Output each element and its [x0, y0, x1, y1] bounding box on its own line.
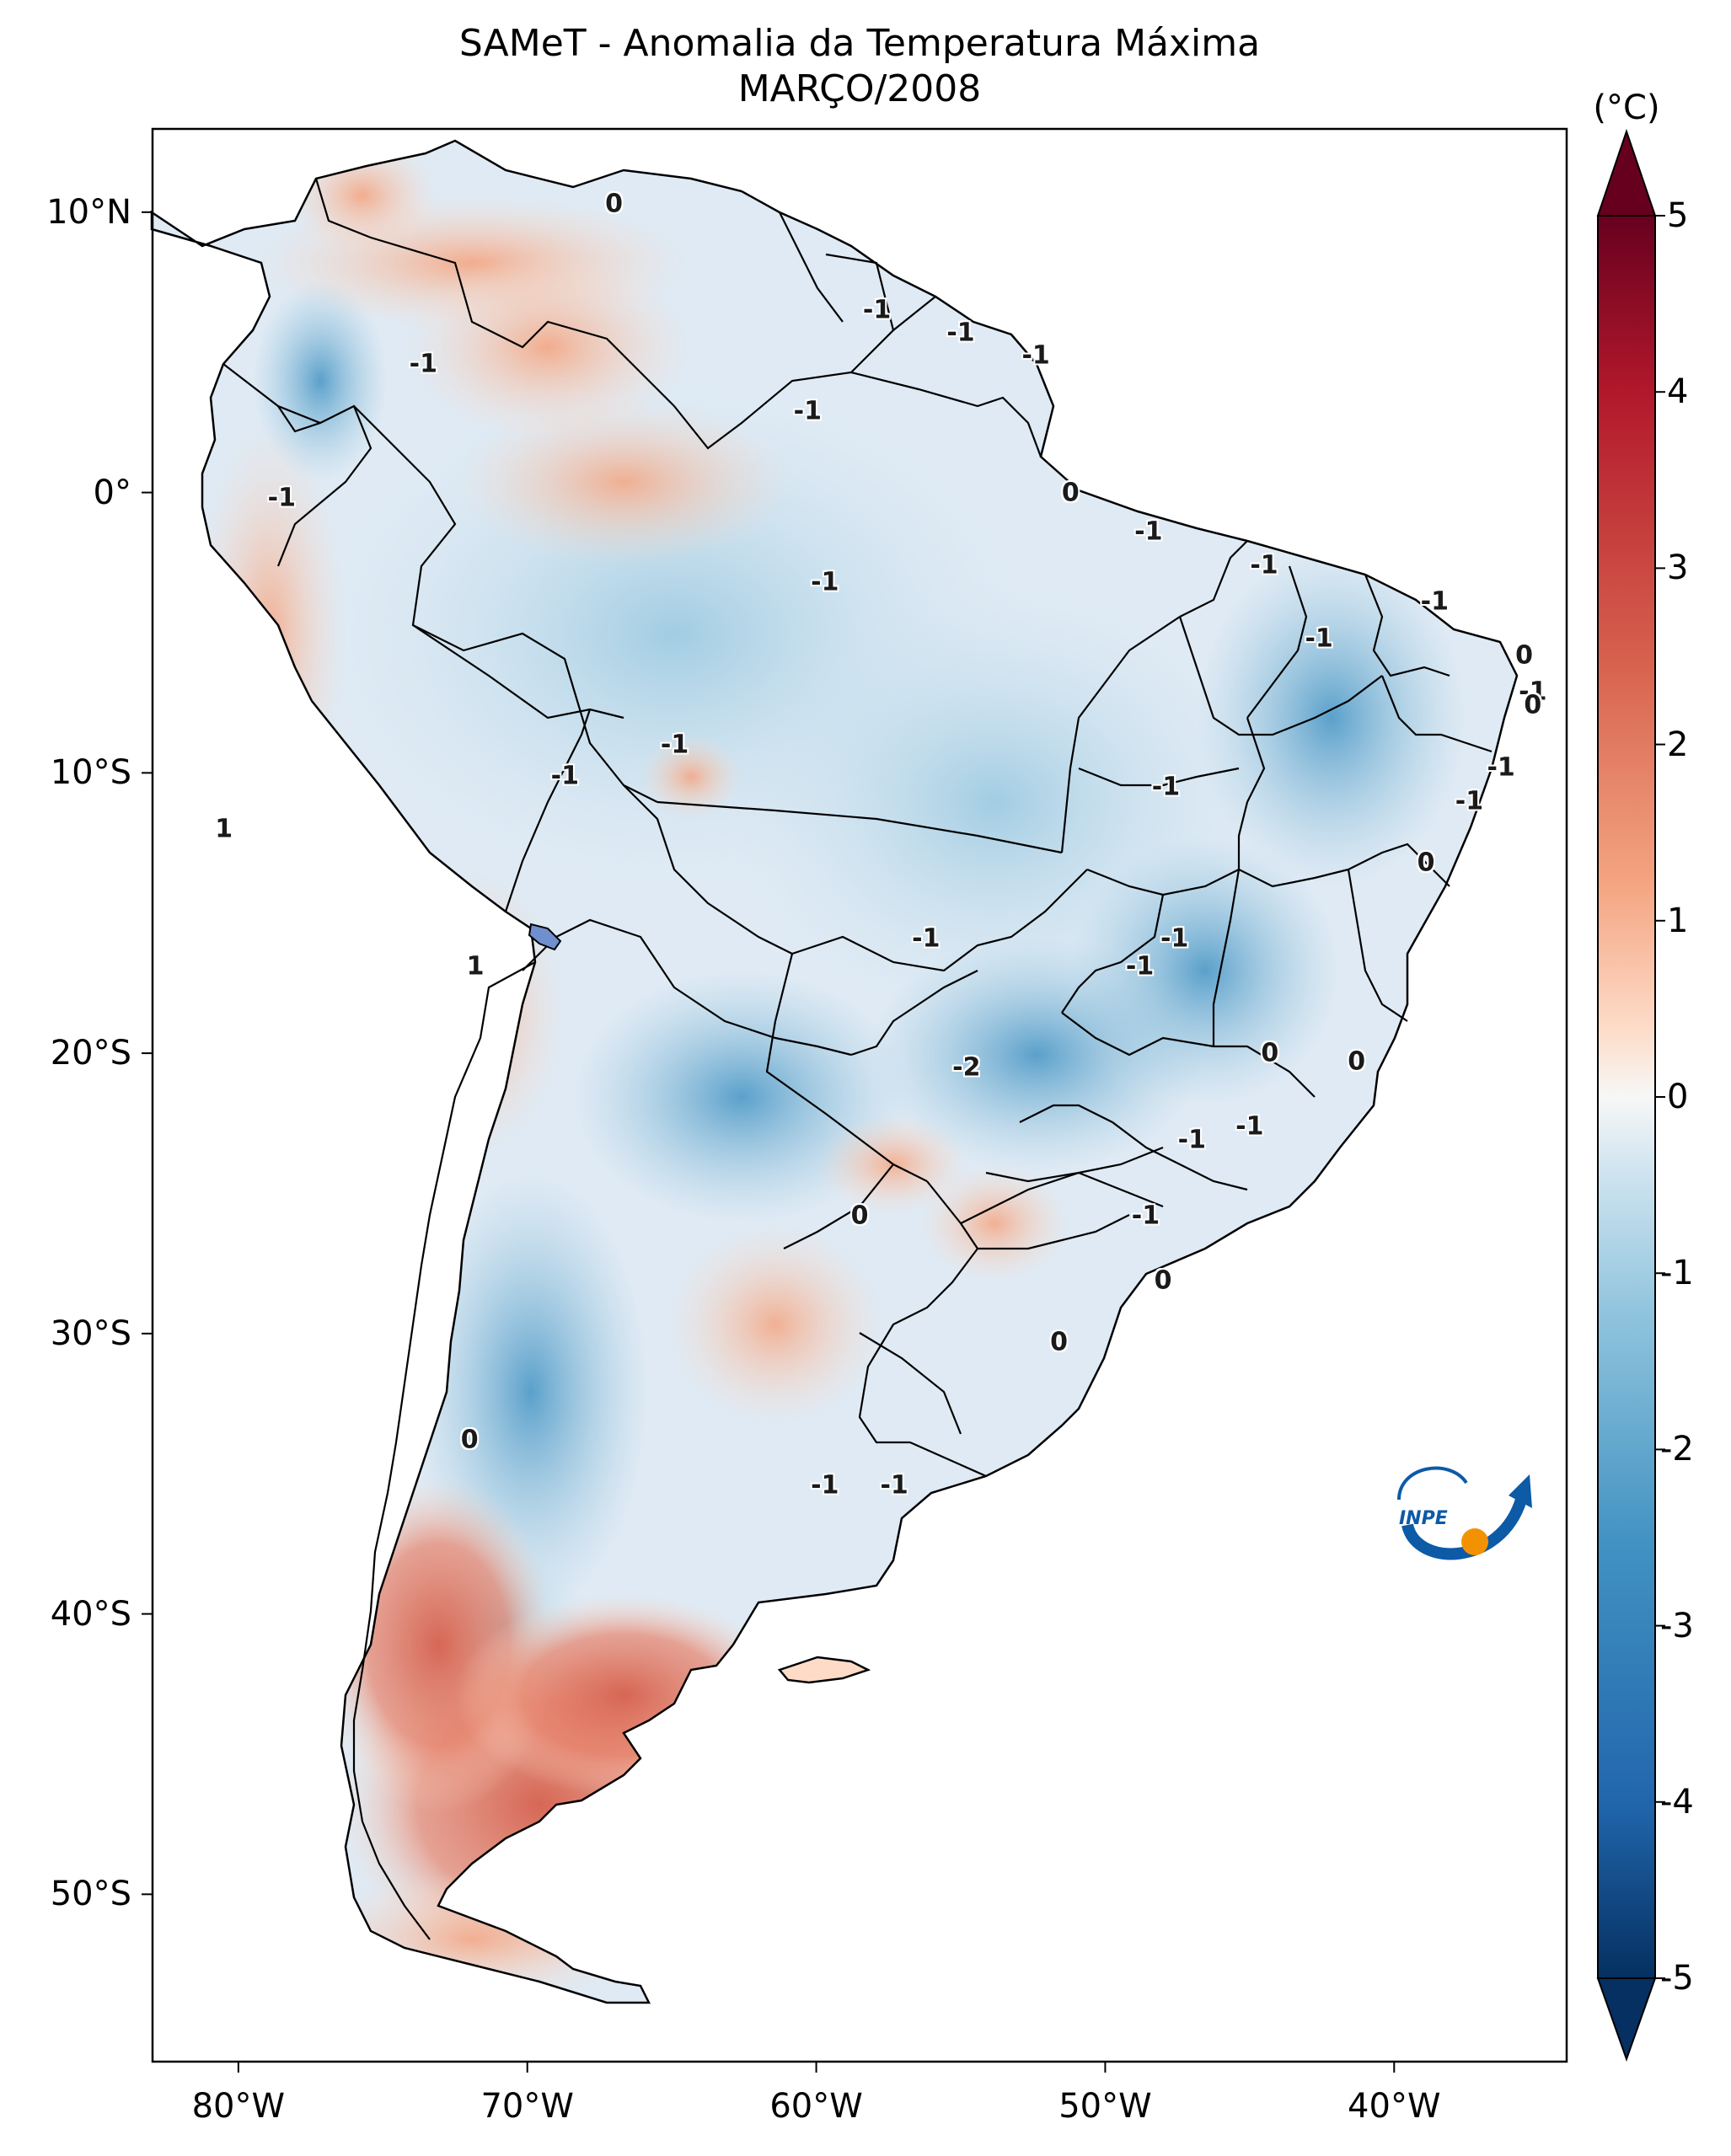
y-tick-label: 40°S — [50, 1594, 131, 1634]
contour-label: -1 — [1125, 951, 1155, 982]
falkland-islands — [777, 1656, 871, 1684]
contour-label: -1 — [1134, 516, 1163, 547]
x-tick-label: 40°W — [1348, 2087, 1441, 2126]
colorbar-unit: (°C) — [1593, 88, 1660, 127]
contour-label: 0 — [1154, 1265, 1172, 1296]
contour-label: -1 — [862, 295, 892, 325]
contour-label: -1 — [1250, 550, 1278, 580]
contour-label: -1 — [880, 1470, 908, 1501]
inpe-logo-text: INPE — [1399, 1508, 1448, 1529]
y-tick-label: 0° — [93, 473, 131, 512]
x-tick-label: 50°W — [1058, 2087, 1152, 2126]
contour-label: -1 — [1177, 1125, 1206, 1155]
contour-label: 1 — [466, 951, 485, 982]
contour-label: -1 — [1021, 340, 1050, 371]
colorbar-tick-label: -4 — [1660, 1782, 1694, 1822]
map-title: SAMeT - Anomalia da Temperatura Máxima — [458, 22, 1261, 65]
y-tick-label: 20°S — [50, 1034, 131, 1073]
contour-label: -1 — [946, 318, 975, 348]
map-panel — [142, 127, 1568, 2073]
contour-label: -1 — [1455, 786, 1484, 816]
y-tick-label: 30°S — [50, 1313, 131, 1353]
colorbar-tick-label: 4 — [1667, 372, 1689, 412]
y-tick-label: 10°N — [46, 192, 131, 232]
colorbar-top-triangle — [1596, 128, 1657, 217]
map-subtitle: MARÇO/2008 — [737, 67, 982, 110]
colorbar-tick-label: 5 — [1667, 196, 1689, 235]
colorbar-tick-label: -5 — [1660, 1959, 1694, 1998]
colorbar-tick-label: 0 — [1667, 1078, 1689, 1116]
contour-label: -1 — [1305, 623, 1333, 654]
contour-label: -1 — [1235, 1111, 1264, 1142]
contour-label: 0 — [1524, 690, 1542, 720]
contour-label: 0 — [1515, 640, 1533, 671]
x-tick-label: 70°W — [480, 2087, 574, 2126]
colorbar-tick-label: 3 — [1667, 548, 1689, 588]
colorbar — [1596, 128, 1665, 2062]
contour-label: -1 — [811, 567, 839, 597]
contour-label: -1 — [793, 396, 822, 426]
anomaly-field — [152, 141, 1517, 2003]
contour-label: -1 — [1151, 772, 1181, 802]
contour-label: 0 — [850, 1201, 869, 1231]
lake-titicaca — [528, 923, 562, 951]
contour-label: -1 — [660, 730, 689, 760]
colorbar-bottom-triangle — [1596, 1977, 1657, 2062]
contour-label: -1 — [811, 1470, 839, 1501]
colorbar-tick-label: -3 — [1660, 1606, 1694, 1645]
inpe-logo — [1397, 1466, 1532, 1560]
contour-label: 0 — [605, 189, 623, 219]
colorbar-tick-label: 2 — [1667, 725, 1689, 764]
colorbar-body — [1597, 215, 1656, 1979]
contour-label: 0 — [1417, 848, 1435, 878]
contour-label: -1 — [1160, 923, 1189, 954]
contour-label: -1 — [267, 483, 296, 513]
contour-label: -1 — [1487, 752, 1515, 783]
contour-label: 0 — [1050, 1327, 1068, 1357]
y-tick-label: 10°S — [50, 753, 131, 793]
contour-label: -1 — [409, 349, 437, 378]
y-tick-label: 50°S — [50, 1875, 131, 1914]
colorbar-tick-label: -1 — [1660, 1254, 1694, 1293]
contour-label: -2 — [952, 1052, 981, 1083]
contour-label: 1 — [215, 814, 233, 844]
contour-label: -1 — [550, 761, 579, 791]
contour-label: -1 — [1131, 1201, 1160, 1231]
axis-frame — [151, 127, 1568, 2063]
x-tick-label: 60°W — [769, 2087, 863, 2126]
contour-label: 0 — [1261, 1038, 1279, 1068]
x-tick-label: 80°W — [191, 2087, 286, 2126]
contour-label: 0 — [460, 1425, 479, 1455]
political-borders — [222, 178, 1493, 1940]
contour-label: -1 — [912, 923, 941, 954]
contour-label: 0 — [1348, 1046, 1366, 1077]
colorbar-tick-label: -2 — [1660, 1430, 1694, 1469]
contour-label: -1 — [1519, 677, 1547, 707]
contour-label: -1 — [1420, 586, 1449, 617]
colorbar-tick-label: 1 — [1667, 901, 1689, 940]
contour-label: 0 — [1061, 478, 1080, 508]
